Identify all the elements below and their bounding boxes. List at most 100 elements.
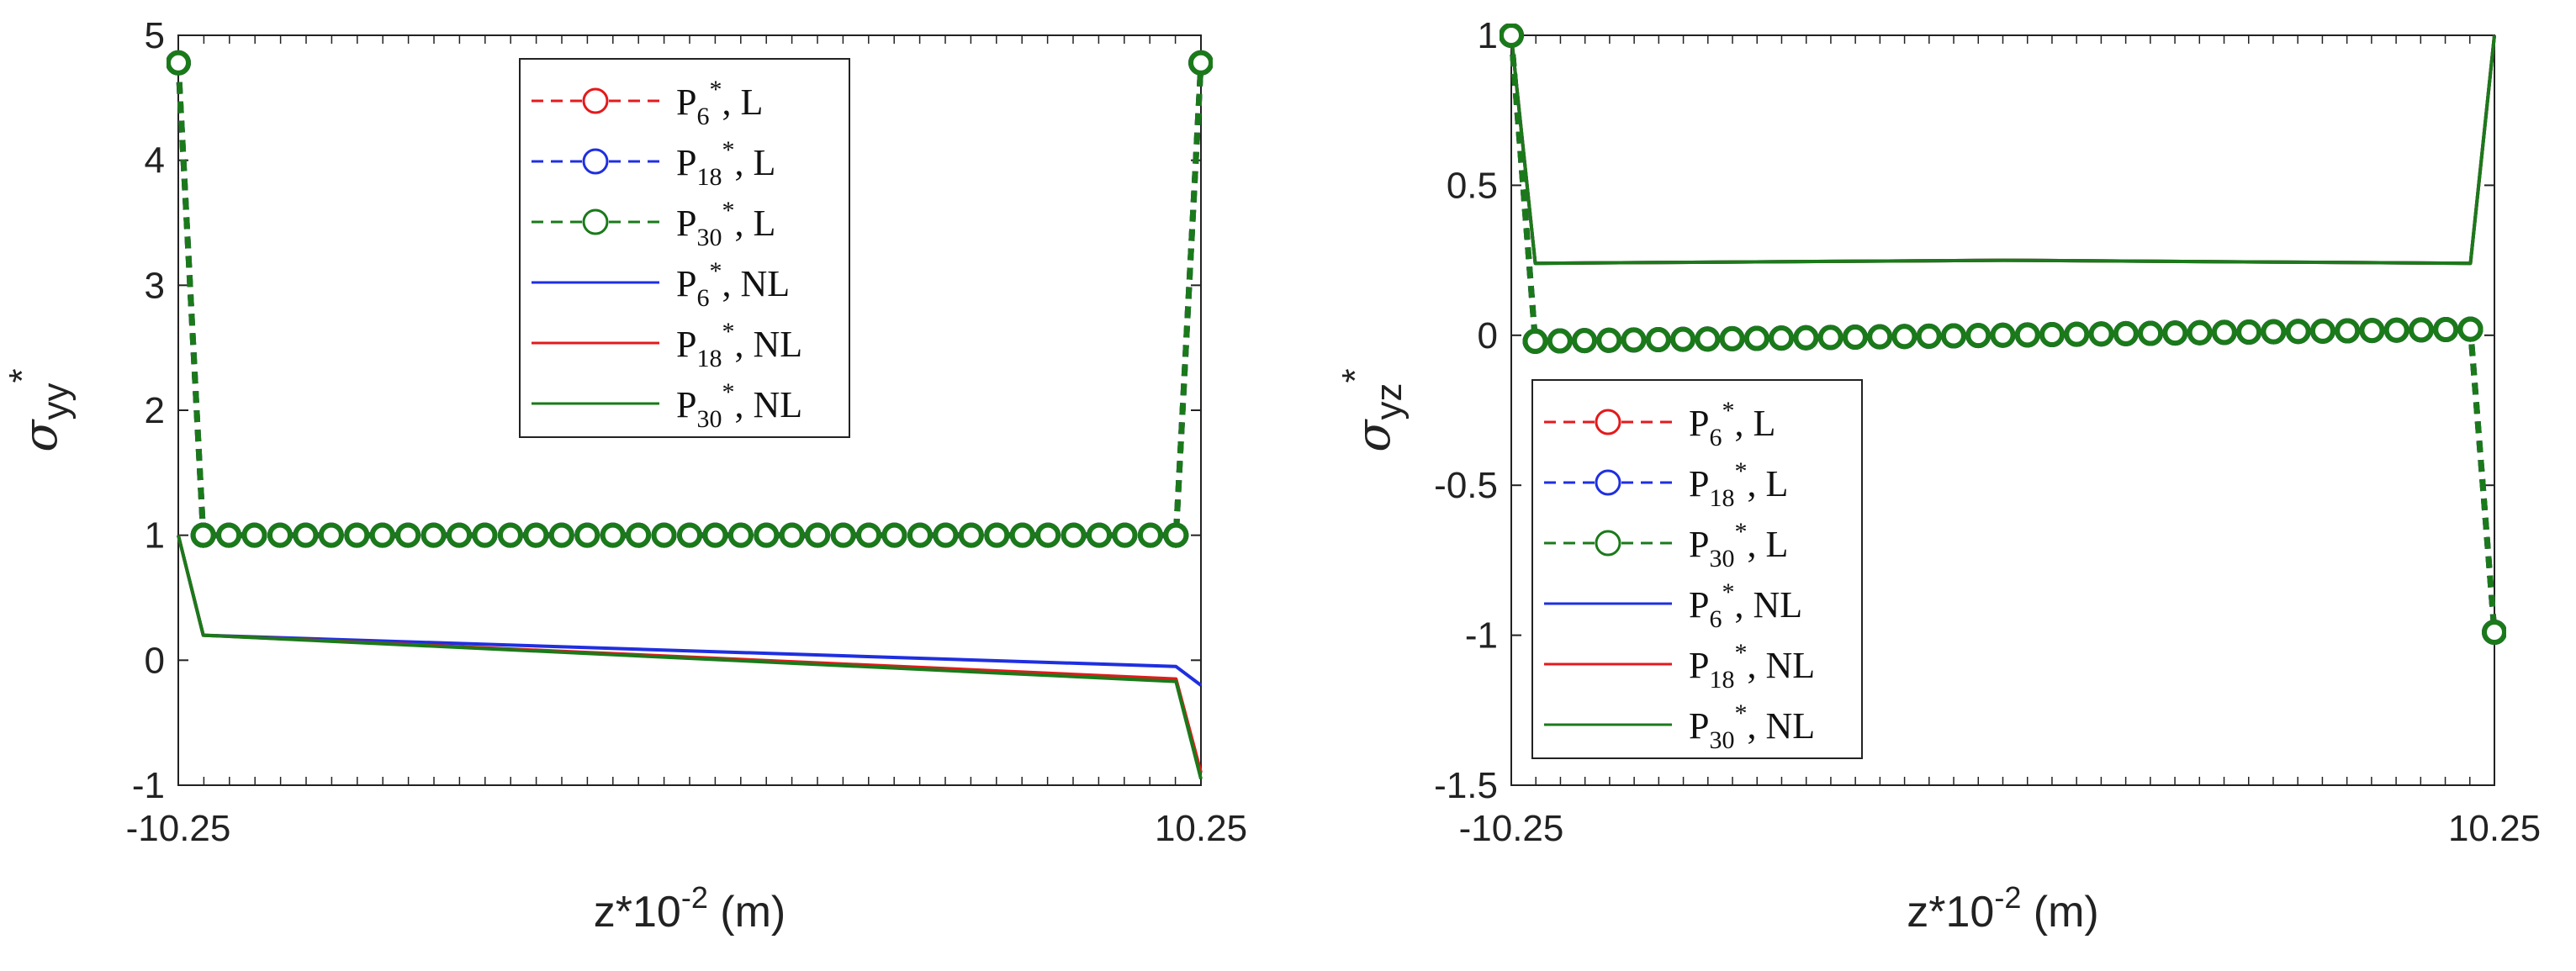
data-point bbox=[830, 522, 856, 548]
legend-marker bbox=[1595, 469, 1621, 496]
data-point bbox=[805, 522, 831, 548]
data-point bbox=[318, 522, 344, 548]
data-point bbox=[548, 522, 574, 548]
data-point bbox=[1596, 327, 1622, 353]
data-point bbox=[190, 522, 216, 548]
data-point bbox=[293, 522, 319, 548]
data-point bbox=[677, 522, 702, 548]
data-point bbox=[2187, 319, 2213, 346]
data-point bbox=[754, 522, 780, 548]
data-point bbox=[907, 522, 933, 548]
data-point bbox=[267, 522, 293, 548]
data-point bbox=[574, 522, 600, 548]
y-tick-label: 0 bbox=[145, 640, 165, 681]
data-point bbox=[2359, 318, 2385, 344]
legend-label: P6*, NL bbox=[676, 257, 790, 312]
legend-marker bbox=[1595, 530, 1621, 557]
data-point bbox=[1621, 327, 1647, 353]
data-point bbox=[626, 522, 652, 548]
data-point bbox=[2433, 317, 2459, 343]
data-point bbox=[167, 50, 191, 76]
x-axis-label: z*10-2 (m) bbox=[594, 880, 786, 937]
data-point bbox=[1743, 325, 1769, 351]
data-point bbox=[1842, 325, 1868, 351]
data-point bbox=[241, 522, 267, 548]
data-point bbox=[1188, 50, 1213, 76]
data-point bbox=[2039, 322, 2066, 348]
legend-marker bbox=[582, 87, 609, 114]
data-point bbox=[984, 522, 1010, 548]
data-point bbox=[2457, 316, 2483, 342]
series-line-p30-l bbox=[175, 62, 1204, 539]
legend-label: P6*, L bbox=[676, 76, 763, 130]
legend-label: P30*, L bbox=[1689, 518, 1788, 573]
data-point bbox=[1112, 522, 1138, 548]
data-point bbox=[881, 522, 907, 548]
data-point bbox=[856, 522, 882, 548]
data-point bbox=[2014, 322, 2040, 348]
data-point bbox=[1965, 323, 1992, 349]
data-point bbox=[1867, 324, 1893, 350]
data-point bbox=[523, 522, 549, 548]
legend-marker bbox=[582, 208, 609, 235]
y-tick-label: 5 bbox=[145, 15, 165, 56]
data-point bbox=[779, 522, 805, 548]
y-tick-label: 1 bbox=[145, 515, 165, 557]
legend-label: P18*, L bbox=[676, 136, 775, 191]
y-tick-label: -1.5 bbox=[1434, 765, 1498, 806]
legend-label: P30*, L bbox=[676, 197, 775, 251]
data-point bbox=[2162, 320, 2188, 346]
data-point bbox=[2285, 319, 2311, 345]
data-point bbox=[2088, 321, 2114, 347]
data-point bbox=[702, 522, 728, 548]
data-point bbox=[1009, 522, 1035, 548]
data-point bbox=[472, 522, 498, 548]
y-tick-label: 4 bbox=[145, 140, 165, 182]
chart-2: -1.5 -1 -0.5 0 0.5 1 -10.25 10.25 z*10-2 (m) σyz*… bbox=[1335, 15, 2541, 937]
data-point bbox=[395, 522, 421, 548]
y-tick-label: -1 bbox=[1465, 615, 1498, 657]
data-point bbox=[2113, 320, 2139, 346]
data-point bbox=[1061, 522, 1087, 548]
data-point bbox=[447, 522, 473, 548]
data-point bbox=[600, 522, 626, 548]
data-point bbox=[1817, 325, 1843, 351]
data-point bbox=[2482, 620, 2506, 646]
series-line-p6-nl bbox=[1510, 34, 2496, 266]
legend-label: P18*, NL bbox=[676, 318, 802, 372]
y-axis-label: σyy* bbox=[2, 368, 77, 451]
legend: P6*, L P18*, L P30*, L P6*, NL P18*, NL P30*,… bbox=[519, 58, 850, 438]
data-point bbox=[2064, 321, 2090, 347]
data-point bbox=[1137, 522, 1163, 548]
data-point bbox=[2408, 317, 2434, 343]
data-point bbox=[1572, 328, 1598, 354]
data-point bbox=[421, 522, 447, 548]
data-point bbox=[1670, 326, 1696, 352]
data-point bbox=[958, 522, 984, 548]
series-line-p6-nl bbox=[177, 535, 1203, 687]
legend-box bbox=[1531, 379, 1863, 759]
data-point bbox=[1547, 328, 1573, 354]
legend-label: P18*, L bbox=[1689, 457, 1788, 512]
data-point bbox=[2335, 318, 2361, 344]
data-point bbox=[1163, 522, 1189, 548]
legend-label: P30*, NL bbox=[676, 378, 802, 433]
data-point bbox=[1891, 324, 1917, 350]
legend-label: P30*, NL bbox=[1689, 699, 1815, 754]
plot-area bbox=[167, 50, 1213, 780]
legend-label: P18*, NL bbox=[1689, 639, 1815, 694]
series-line-p30-nl bbox=[177, 535, 1203, 780]
legend-label: P6*, NL bbox=[1689, 578, 1802, 633]
y-tick-label: 0 bbox=[1478, 315, 1498, 356]
legend-marker bbox=[582, 148, 609, 175]
data-point bbox=[1940, 323, 1966, 349]
data-point bbox=[1500, 24, 1524, 48]
y-tick-label: 3 bbox=[145, 265, 165, 306]
data-point bbox=[2236, 319, 2262, 346]
data-point bbox=[1695, 326, 1721, 352]
x-axis-label: z*10-2 (m) bbox=[1907, 880, 2099, 937]
x-tick-label: 10.25 bbox=[1155, 808, 1247, 849]
series-line-p18-nl bbox=[1510, 34, 2496, 266]
